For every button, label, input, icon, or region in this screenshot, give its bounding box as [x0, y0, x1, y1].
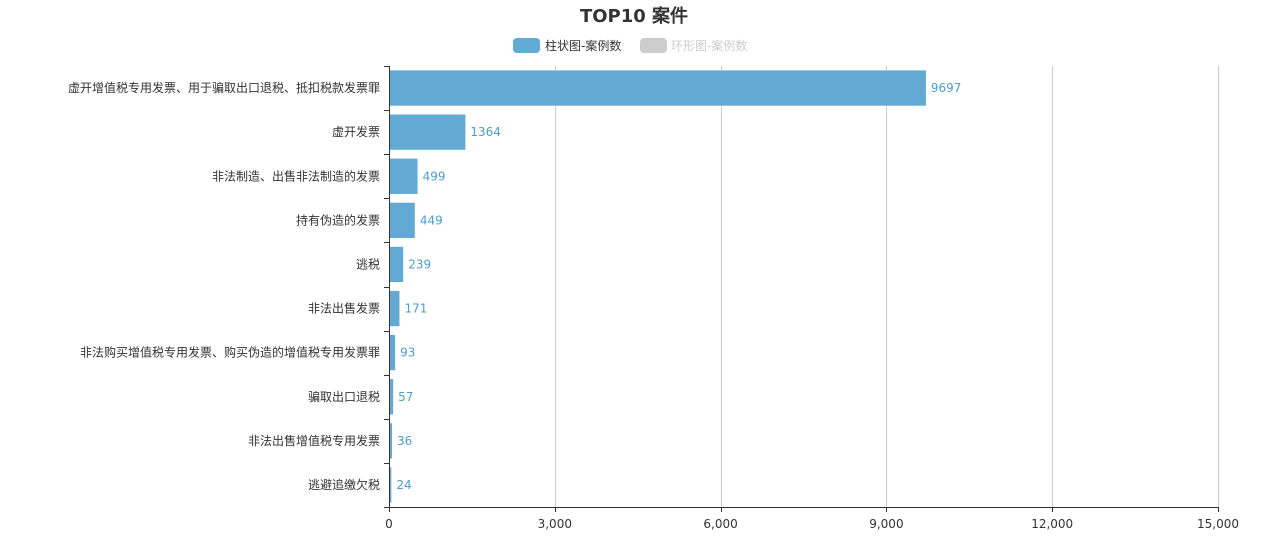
data-label: 9697 — [931, 81, 962, 95]
bars — [390, 70, 926, 503]
data-label: 24 — [396, 478, 411, 492]
bar[interactable] — [390, 158, 418, 194]
y-tick-label: 逃避追缴欠税 — [308, 477, 380, 492]
legend-swatch-bar[interactable] — [513, 38, 540, 53]
y-tick-label: 骗取出口退税 — [308, 389, 380, 404]
axes — [384, 66, 1219, 512]
x-tick-label: 9,000 — [869, 517, 903, 531]
y-tick-label: 非法购买增值税专用发票、购买伪造的增值税专用发票罪 — [80, 345, 380, 360]
data-label: 499 — [423, 169, 446, 183]
data-label: 36 — [397, 434, 412, 448]
bar[interactable] — [390, 290, 400, 327]
y-tick-label: 非法出售增值税专用发票 — [248, 433, 380, 448]
legend: 柱状图-案例数 环形图-案例数 — [513, 38, 747, 53]
y-tick-label: 非法制造、出售非法制造的发票 — [212, 168, 380, 183]
bar[interactable] — [390, 246, 404, 283]
y-tick-label: 逃税 — [356, 257, 380, 271]
bar[interactable] — [390, 70, 926, 106]
chart-title: TOP10 案件 — [580, 5, 688, 27]
x-tick-label: 15,000 — [1197, 517, 1239, 531]
y-tick-label: 持有伪造的发票 — [296, 212, 380, 227]
data-label: 93 — [400, 346, 415, 360]
y-tick-label: 虚开增值税专用发票、用于骗取出口退税、抵扣税款发票罪 — [68, 80, 380, 95]
labels: 0 3,000 6,000 9,000 12,000 15,000 虚开增值税专用发票、用于… — [68, 80, 1239, 531]
y-tick-label: 虚开发票 — [332, 124, 380, 139]
y-tick-label: 非法出售发票 — [308, 301, 380, 316]
bar[interactable] — [390, 379, 394, 415]
x-tick-label: 0 — [385, 517, 393, 531]
bar[interactable] — [390, 467, 392, 503]
bar[interactable] — [390, 114, 466, 150]
bar[interactable] — [390, 423, 392, 459]
legend-swatch-ring[interactable] — [640, 38, 667, 53]
data-label: 1364 — [470, 125, 501, 139]
data-label: 449 — [420, 213, 443, 227]
x-tick-label: 3,000 — [538, 517, 572, 531]
legend-label-bar[interactable]: 柱状图-案例数 — [545, 38, 621, 53]
x-tick-label: 6,000 — [703, 517, 737, 531]
bar[interactable] — [390, 335, 396, 371]
legend-item-bar[interactable]: 柱状图-案例数 — [513, 38, 621, 53]
data-label: 171 — [404, 302, 427, 316]
bar[interactable] — [390, 202, 415, 238]
legend-label-ring[interactable]: 环形图-案例数 — [671, 38, 747, 53]
data-label: 239 — [408, 257, 431, 271]
grid — [555, 66, 1219, 507]
x-tick-label: 12,000 — [1031, 517, 1073, 531]
legend-item-ring[interactable]: 环形图-案例数 — [640, 38, 747, 53]
data-label: 57 — [398, 390, 413, 404]
